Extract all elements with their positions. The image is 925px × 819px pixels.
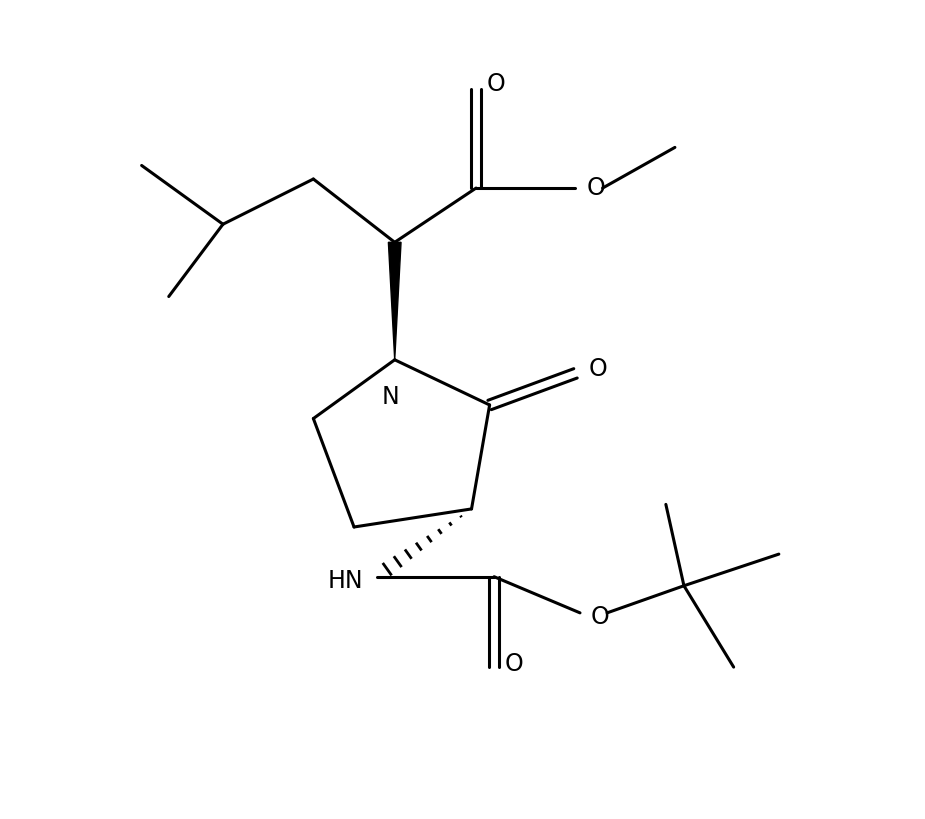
Text: N: N bbox=[381, 385, 399, 410]
Text: O: O bbox=[505, 653, 524, 676]
Text: O: O bbox=[586, 176, 605, 200]
Text: O: O bbox=[591, 605, 610, 629]
Text: O: O bbox=[589, 357, 608, 381]
Polygon shape bbox=[388, 242, 401, 360]
Text: O: O bbox=[487, 72, 506, 96]
Text: HN: HN bbox=[327, 569, 364, 593]
